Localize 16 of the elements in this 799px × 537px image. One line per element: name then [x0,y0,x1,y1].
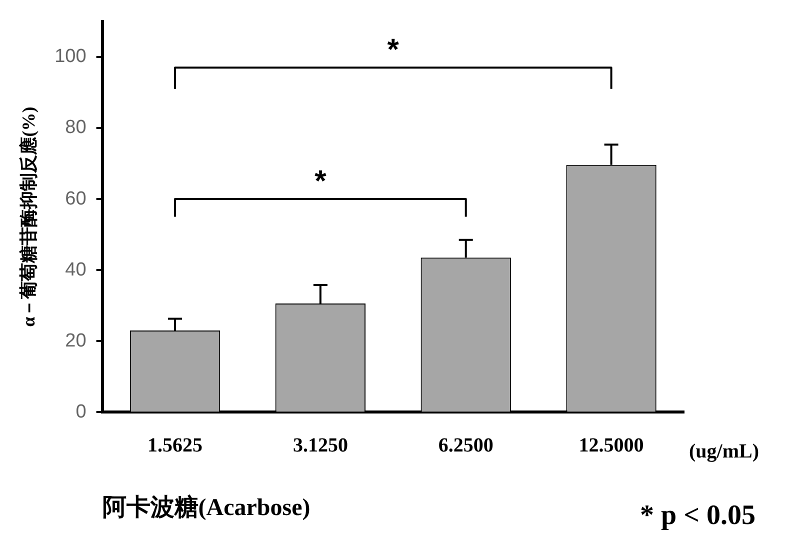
x-tick-label: 6.2500 [438,434,494,456]
y-tick-label: 40 [65,259,86,280]
y-tick-label: 0 [76,401,86,422]
y-tick-label: 60 [65,188,86,210]
y-tick-label: 100 [54,46,86,68]
y-tick-label: 80 [65,117,86,138]
annotation: * [314,165,327,198]
y-tick-label: 20 [65,330,86,352]
x-tick-label: 3.1250 [292,434,348,456]
annotation: * [387,34,400,67]
x-tick-label: 12.5000 [578,434,644,456]
x-axis-title: 阿卡波糖(Acarbose) [102,494,310,521]
text: (ug/mL) [689,440,759,462]
x-tick-label: 1.5625 [148,434,203,456]
text: * p < 0.05 [640,500,756,532]
y-axis-title: α－葡萄糖苷酶抑制反應(%) [18,106,38,327]
